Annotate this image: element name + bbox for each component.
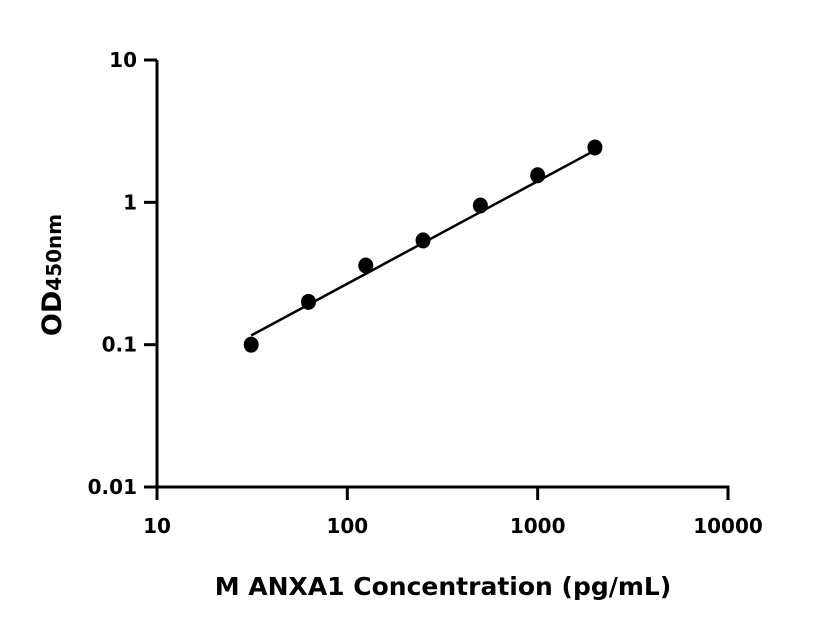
y-axis-label-sub: 450nm [42, 214, 66, 291]
data-point [415, 232, 431, 249]
x-tick-label: 10 [143, 514, 171, 538]
x-tick-label: 1000 [510, 514, 566, 538]
x-tick-label: 100 [326, 514, 368, 538]
y-axis-label-main: OD [37, 291, 68, 336]
axes: 10 100 1000 10000 10 1 0.1 0.01 [88, 48, 763, 538]
data-point [587, 139, 603, 156]
data-point [530, 167, 546, 184]
x-tick-label: 10000 [693, 514, 763, 538]
data-point [472, 197, 488, 214]
x-axis-label: M ANXA1 Concentration (pg/mL) [215, 572, 672, 601]
y-tick-label: 0.01 [88, 475, 137, 499]
y-tick-label: 10 [109, 48, 137, 72]
y-axis-label: OD450nm [37, 214, 68, 336]
data-point [300, 293, 316, 310]
data-point [243, 336, 259, 353]
y-tick-label: 1 [123, 190, 137, 214]
y-tick-label: 0.1 [102, 333, 137, 357]
data-point [358, 257, 374, 274]
data-points [243, 139, 603, 353]
